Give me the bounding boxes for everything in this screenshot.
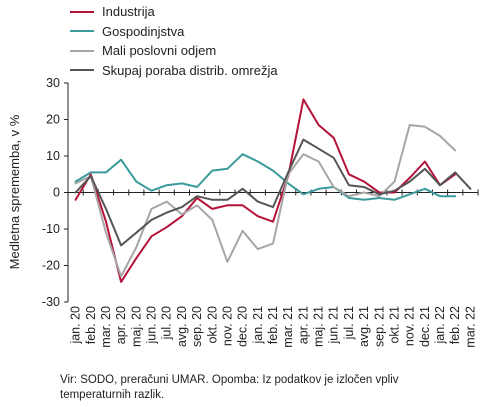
y-tick-label: -30 [42, 295, 60, 309]
x-tick-label: nov. 21 [403, 306, 417, 346]
y-tick-label: 30 [46, 76, 60, 90]
legend-label-skupaj: Skupaj poraba distrib. omrežja [102, 62, 278, 78]
legend-item-mali-poslovni: Mali poslovni odjem [70, 41, 278, 61]
series-lines [74, 98, 472, 283]
x-tick-label: maj. 21 [312, 306, 326, 347]
x-tick-label: mar. 20 [99, 306, 113, 348]
legend-swatch-skupaj [70, 69, 94, 72]
x-tick-label: jan. 20 [69, 306, 83, 345]
legend-swatch-mali-poslovni [70, 49, 94, 52]
y-tick-label: 20 [46, 113, 60, 127]
legend-item-skupaj: Skupaj poraba distrib. omrežja [70, 61, 278, 81]
series-line-2 [74, 124, 457, 278]
y-tick-label: 0 [53, 186, 60, 200]
x-tick-label: jan. 22 [433, 306, 447, 345]
y-tick-label: -20 [42, 259, 60, 273]
x-tick-label: jul. 21 [342, 306, 356, 340]
legend-item-gospodinjstva: Gospodinjstva [70, 22, 278, 42]
legend-label-mali-poslovni: Mali poslovni odjem [102, 43, 217, 59]
x-tick-label: nov. 20 [220, 306, 234, 346]
x-tick-label: apr. 20 [114, 306, 128, 344]
y-tick-label: -10 [42, 222, 60, 236]
x-tick-label: avg. 21 [357, 306, 371, 347]
legend-label-gospodinjstva: Gospodinjstva [102, 23, 185, 39]
x-tick-label: feb. 22 [448, 306, 462, 344]
source-note: Vir: SODO, preračuni UMAR. Opomba: Iz po… [60, 373, 480, 402]
legend-swatch-industrija [70, 10, 94, 13]
x-tick-label: apr. 21 [296, 306, 310, 344]
legend-swatch-gospodinjstva [70, 30, 94, 33]
x-tick-label: mar. 22 [463, 306, 477, 348]
y-tick-label: 10 [46, 149, 60, 163]
x-tick-label: mar. 21 [281, 306, 295, 348]
legend-item-industrija: Industrija [70, 2, 278, 22]
y-tick-labels: 30 20 10 0 -10 -20 -30 [42, 76, 60, 309]
x-tick-label: dec. 20 [236, 306, 250, 347]
series-line-1 [74, 153, 457, 201]
x-tick-label: jan. 21 [251, 306, 265, 345]
x-tick-label: sep. 20 [190, 306, 204, 347]
series-line-0 [74, 98, 457, 283]
x-tick-label: okt. 20 [205, 306, 219, 344]
source-note-line-1: Vir: SODO, preračuni UMAR. Opomba: Iz po… [60, 374, 399, 386]
x-tick-label: dec. 21 [418, 306, 432, 347]
source-note-line-2: temperaturnih razlik. [60, 388, 165, 401]
x-tick-labels: jan. 20 feb. 20 mar. 20 apr. 20 maj. 20 jun. … [69, 306, 478, 348]
legend-label-industrija: Industrija [102, 4, 155, 20]
x-tick-label: okt. 21 [387, 306, 401, 344]
legend: Industrija Gospodinjstva Mali poslovni o… [70, 2, 278, 80]
x-tick-label: sep. 21 [372, 306, 386, 347]
x-tick-label: maj. 20 [129, 306, 143, 347]
x-tick-label: jun. 21 [327, 306, 341, 345]
series-line-3 [74, 138, 472, 247]
x-tick-label: feb. 20 [84, 306, 98, 344]
x-tick-label: jul. 20 [160, 306, 174, 340]
y-axis-title: Medletna sprememba, v % [7, 114, 22, 269]
x-tick-label: avg. 20 [175, 306, 189, 347]
x-tick-label: feb. 21 [266, 306, 280, 344]
x-tick-label: jun. 20 [145, 306, 159, 345]
